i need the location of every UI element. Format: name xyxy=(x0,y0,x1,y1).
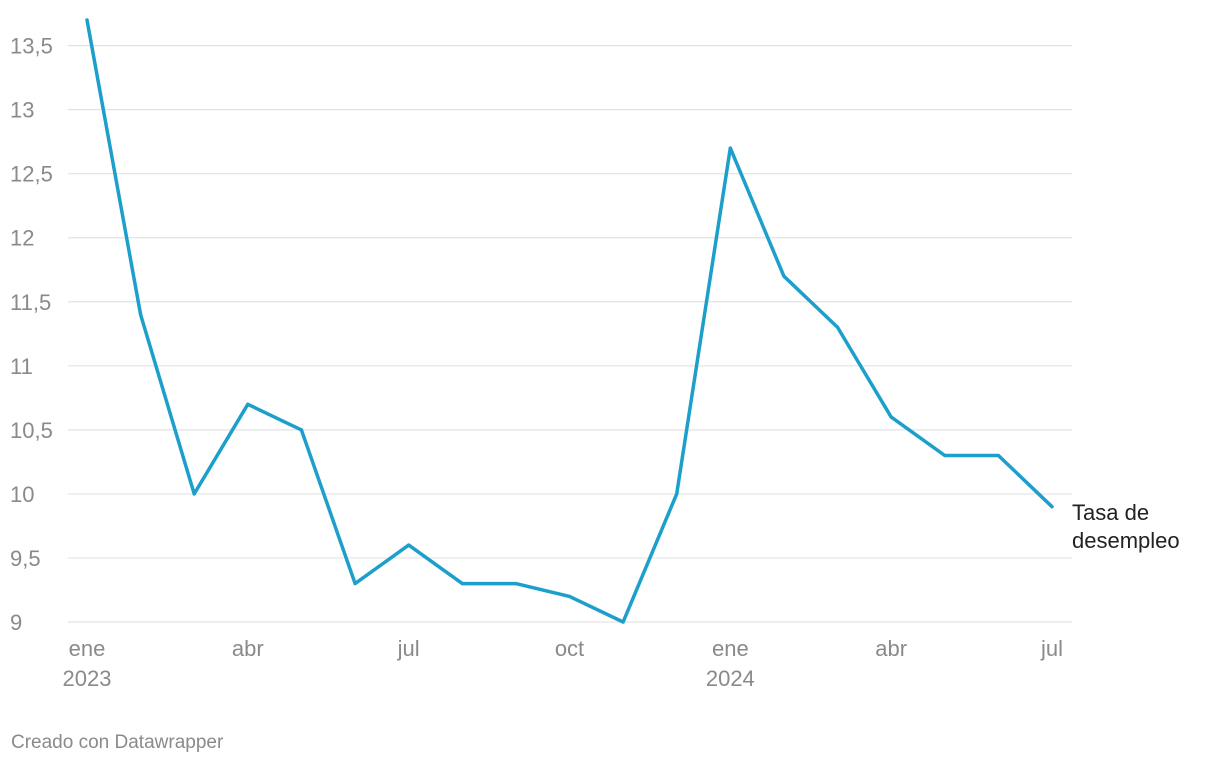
data-point xyxy=(192,492,196,496)
y-tick-label: 10 xyxy=(10,482,34,507)
data-point xyxy=(85,18,89,22)
data-point xyxy=(889,415,893,419)
series-group xyxy=(85,18,1054,624)
x-axis: ene 2023 abr jul oct ene 2024 abr jul xyxy=(63,636,1063,691)
series-label-line-2: desempleo xyxy=(1072,528,1180,553)
footer-credit: Creado con Datawrapper xyxy=(11,732,224,753)
data-point xyxy=(1050,505,1054,509)
data-point xyxy=(782,274,786,278)
y-axis: 9 9,5 10 10,5 11 11,5 12 12,5 13 13,5 xyxy=(10,34,53,635)
y-tick-label: 12,5 xyxy=(10,162,53,187)
gridlines xyxy=(68,45,1072,623)
data-point xyxy=(728,146,732,150)
x-tick-label: jul xyxy=(1040,636,1063,661)
data-point xyxy=(246,402,250,406)
data-point xyxy=(621,620,625,624)
y-tick-label: 13 xyxy=(10,98,34,123)
data-point xyxy=(996,453,1000,458)
y-tick-label: 11 xyxy=(10,354,33,379)
data-point xyxy=(353,581,357,586)
series-line xyxy=(85,18,1054,624)
y-tick-label: 9 xyxy=(10,610,22,635)
data-point xyxy=(139,312,143,317)
y-tick-label: 10,5 xyxy=(10,418,53,443)
x-tick-label: abr xyxy=(232,636,264,661)
data-point xyxy=(567,594,572,598)
data-point xyxy=(675,492,679,496)
data-point xyxy=(407,543,411,547)
x-tick-label: abr xyxy=(875,636,907,661)
y-tick-label: 9,5 xyxy=(10,546,41,571)
data-point xyxy=(835,325,840,330)
x-tick-label: ene xyxy=(712,636,749,661)
x-tick-label: jul xyxy=(397,636,420,661)
data-point xyxy=(299,428,304,432)
x-tick-year-label: 2023 xyxy=(63,666,112,691)
y-tick-label: 12 xyxy=(10,226,34,251)
y-tick-label: 13,5 xyxy=(10,34,53,59)
series-label: Tasa de desempleo xyxy=(1072,500,1180,553)
y-tick-label: 11,5 xyxy=(10,290,51,315)
series-label-line-1: Tasa de xyxy=(1072,500,1149,525)
x-tick-label: oct xyxy=(555,636,584,661)
data-point xyxy=(943,453,947,458)
data-point xyxy=(460,581,464,586)
data-point xyxy=(514,581,518,586)
x-tick-label: ene xyxy=(69,636,106,661)
line-chart: 9 9,5 10 10,5 11 11,5 12 12,5 13 13,5 ene 2023 abr j… xyxy=(10,18,1180,691)
x-tick-year-label: 2024 xyxy=(706,666,755,691)
